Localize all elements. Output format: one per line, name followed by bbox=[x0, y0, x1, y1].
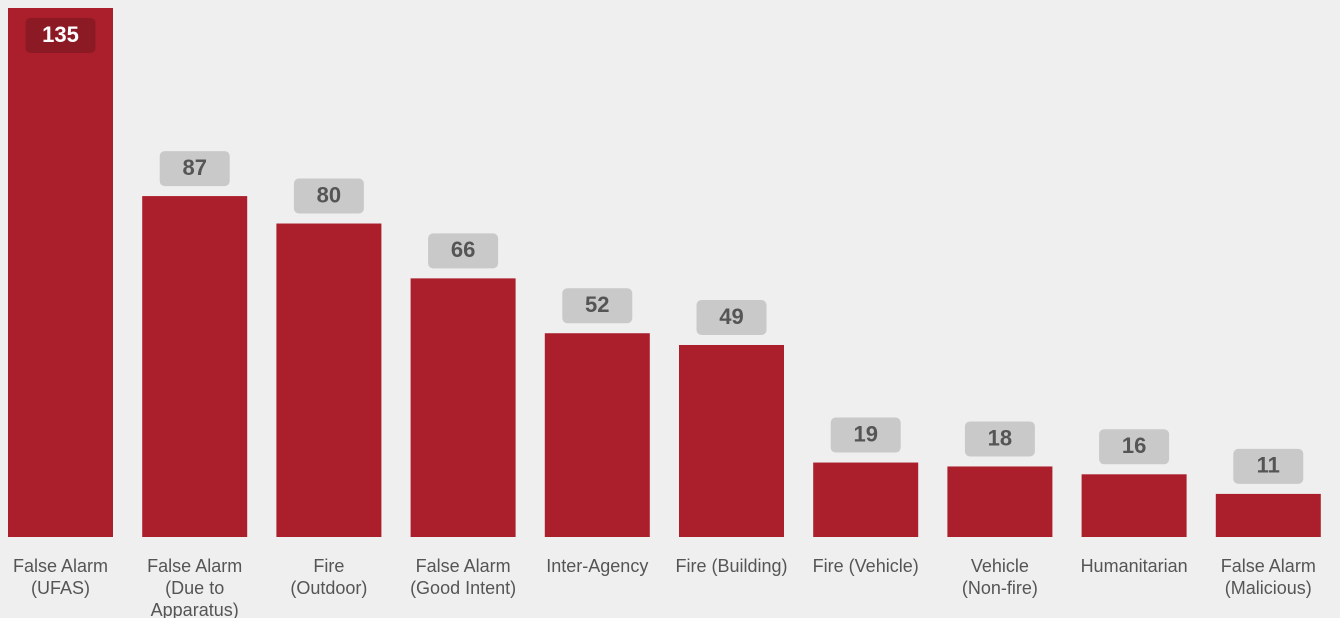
value-label-box bbox=[562, 288, 633, 324]
value-label-box bbox=[25, 18, 96, 53]
x-tick-label: Inter-Agency bbox=[546, 556, 649, 576]
x-tick-label: Fire (Outdoor) bbox=[290, 556, 368, 598]
value-label: 11 bbox=[1257, 453, 1280, 478]
value-label-box bbox=[830, 417, 901, 453]
bar bbox=[679, 344, 784, 537]
value-label: 66 bbox=[451, 237, 475, 262]
x-tick-label: False Alarm (Due to Apparatus) bbox=[147, 556, 243, 618]
bar bbox=[276, 223, 382, 537]
value-label: 19 bbox=[853, 421, 877, 446]
value-label: 135 bbox=[42, 22, 79, 47]
value-label-box bbox=[1099, 429, 1170, 465]
value-label-box bbox=[159, 151, 230, 187]
bar bbox=[1081, 474, 1187, 537]
x-tick-label: Fire (Building) bbox=[675, 556, 788, 576]
value-label: 49 bbox=[719, 304, 743, 329]
value-label-box bbox=[696, 299, 767, 335]
value-label: 18 bbox=[988, 425, 1012, 450]
x-tick-label: Vehicle (Non-fire) bbox=[961, 556, 1038, 598]
x-tick-label: False Alarm (UFAS) bbox=[12, 556, 109, 598]
bar bbox=[813, 462, 919, 537]
bar bbox=[1215, 493, 1321, 537]
bar bbox=[142, 196, 248, 538]
value-label: 80 bbox=[317, 182, 341, 207]
bar bbox=[947, 466, 1053, 537]
x-tick-label: False Alarm (Malicious) bbox=[1220, 556, 1316, 598]
value-label: 16 bbox=[1122, 433, 1146, 458]
value-label: 52 bbox=[585, 292, 609, 317]
bar bbox=[8, 8, 113, 537]
bar bbox=[410, 278, 516, 537]
x-tick-label: Fire (Vehicle) bbox=[812, 556, 919, 576]
value-label-box bbox=[1233, 448, 1304, 484]
value-label-box bbox=[428, 233, 499, 269]
x-tick-label: Humanitarian bbox=[1080, 556, 1188, 576]
value-label-box bbox=[964, 421, 1035, 457]
x-tick-label: False Alarm (Good Intent) bbox=[410, 556, 517, 598]
value-label: 87 bbox=[182, 155, 206, 180]
value-label-box bbox=[293, 178, 364, 214]
bar bbox=[544, 333, 650, 537]
